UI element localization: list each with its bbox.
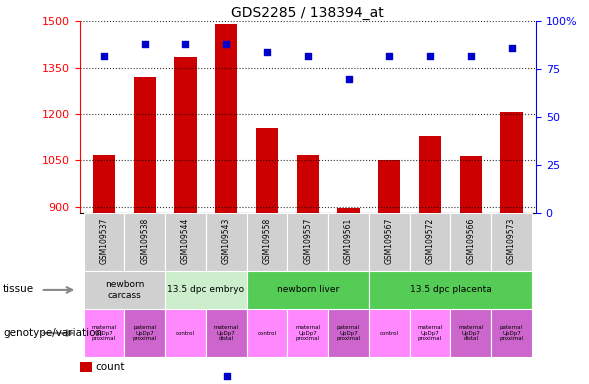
Point bbox=[221, 41, 231, 47]
Text: newborn
carcass: newborn carcass bbox=[105, 280, 144, 300]
Text: control: control bbox=[380, 331, 399, 336]
Text: 13.5 dpc embryo: 13.5 dpc embryo bbox=[167, 285, 244, 295]
Bar bbox=[378, 160, 401, 213]
Text: maternal
UpDp7
distal: maternal UpDp7 distal bbox=[214, 325, 239, 341]
Text: paternal
UpDp7
proximal: paternal UpDp7 proximal bbox=[133, 325, 157, 341]
Text: genotype/variation: genotype/variation bbox=[3, 328, 102, 338]
Bar bbox=[369, 213, 409, 271]
Bar bbox=[491, 309, 532, 357]
Text: maternal
UpDp7
proximal: maternal UpDp7 proximal bbox=[295, 325, 320, 341]
Point bbox=[140, 41, 150, 47]
Text: GSM109566: GSM109566 bbox=[466, 218, 475, 264]
Text: GSM109567: GSM109567 bbox=[385, 218, 394, 264]
Text: GSM109543: GSM109543 bbox=[221, 218, 231, 264]
Bar bbox=[165, 213, 206, 271]
Point bbox=[466, 53, 475, 59]
Text: paternal
UpDp7
proximal: paternal UpDp7 proximal bbox=[499, 325, 524, 341]
Bar bbox=[165, 271, 247, 309]
Bar bbox=[287, 213, 328, 271]
Bar bbox=[134, 77, 156, 213]
Bar bbox=[174, 57, 197, 213]
Bar bbox=[500, 113, 523, 213]
Text: GSM109544: GSM109544 bbox=[181, 218, 190, 264]
Text: count: count bbox=[95, 362, 125, 372]
Text: tissue: tissue bbox=[3, 284, 34, 294]
Point bbox=[181, 41, 190, 47]
Bar bbox=[337, 209, 360, 213]
Text: GSM109558: GSM109558 bbox=[263, 218, 272, 264]
Bar bbox=[328, 213, 369, 271]
Bar bbox=[206, 213, 247, 271]
Bar bbox=[369, 271, 532, 309]
Text: GSM109572: GSM109572 bbox=[425, 218, 435, 264]
Bar bbox=[369, 309, 409, 357]
Bar bbox=[296, 155, 319, 213]
Bar bbox=[165, 309, 206, 357]
Point bbox=[344, 76, 353, 82]
Bar bbox=[84, 213, 124, 271]
Bar bbox=[419, 136, 441, 213]
Point bbox=[303, 53, 313, 59]
Bar bbox=[124, 213, 165, 271]
Bar bbox=[287, 309, 328, 357]
Bar bbox=[215, 24, 237, 213]
Text: GSM109573: GSM109573 bbox=[507, 218, 516, 264]
Text: maternal
UpDp7
proximal: maternal UpDp7 proximal bbox=[91, 325, 117, 341]
Point bbox=[425, 53, 435, 59]
Bar bbox=[247, 309, 287, 357]
Bar bbox=[451, 213, 491, 271]
Bar bbox=[84, 271, 165, 309]
Bar bbox=[247, 271, 369, 309]
Text: GSM109557: GSM109557 bbox=[303, 218, 312, 264]
Text: GSM109538: GSM109538 bbox=[140, 218, 149, 264]
Point bbox=[262, 49, 272, 55]
Bar bbox=[247, 213, 287, 271]
Bar bbox=[459, 156, 482, 213]
Bar bbox=[409, 309, 451, 357]
Bar bbox=[92, 155, 115, 213]
Bar bbox=[409, 213, 451, 271]
Text: control: control bbox=[176, 331, 195, 336]
Point bbox=[385, 53, 394, 59]
Text: 13.5 dpc placenta: 13.5 dpc placenta bbox=[409, 285, 491, 295]
Bar bbox=[84, 309, 124, 357]
Point bbox=[507, 45, 516, 51]
Title: GDS2285 / 138394_at: GDS2285 / 138394_at bbox=[231, 6, 384, 20]
Bar bbox=[491, 213, 532, 271]
Point bbox=[100, 53, 109, 59]
Bar bbox=[451, 309, 491, 357]
Text: GSM109561: GSM109561 bbox=[344, 218, 353, 264]
Point bbox=[222, 373, 231, 379]
Text: maternal
UpDp7
distal: maternal UpDp7 distal bbox=[458, 325, 484, 341]
Text: control: control bbox=[257, 331, 276, 336]
Text: maternal
UpDp7
proximal: maternal UpDp7 proximal bbox=[418, 325, 442, 341]
Bar bbox=[206, 309, 247, 357]
Text: newborn liver: newborn liver bbox=[277, 285, 339, 295]
Bar bbox=[328, 309, 369, 357]
Text: paternal
UpDp7
proximal: paternal UpDp7 proximal bbox=[336, 325, 360, 341]
Text: GSM109537: GSM109537 bbox=[100, 218, 108, 264]
Bar bbox=[256, 128, 278, 213]
Bar bbox=[124, 309, 165, 357]
